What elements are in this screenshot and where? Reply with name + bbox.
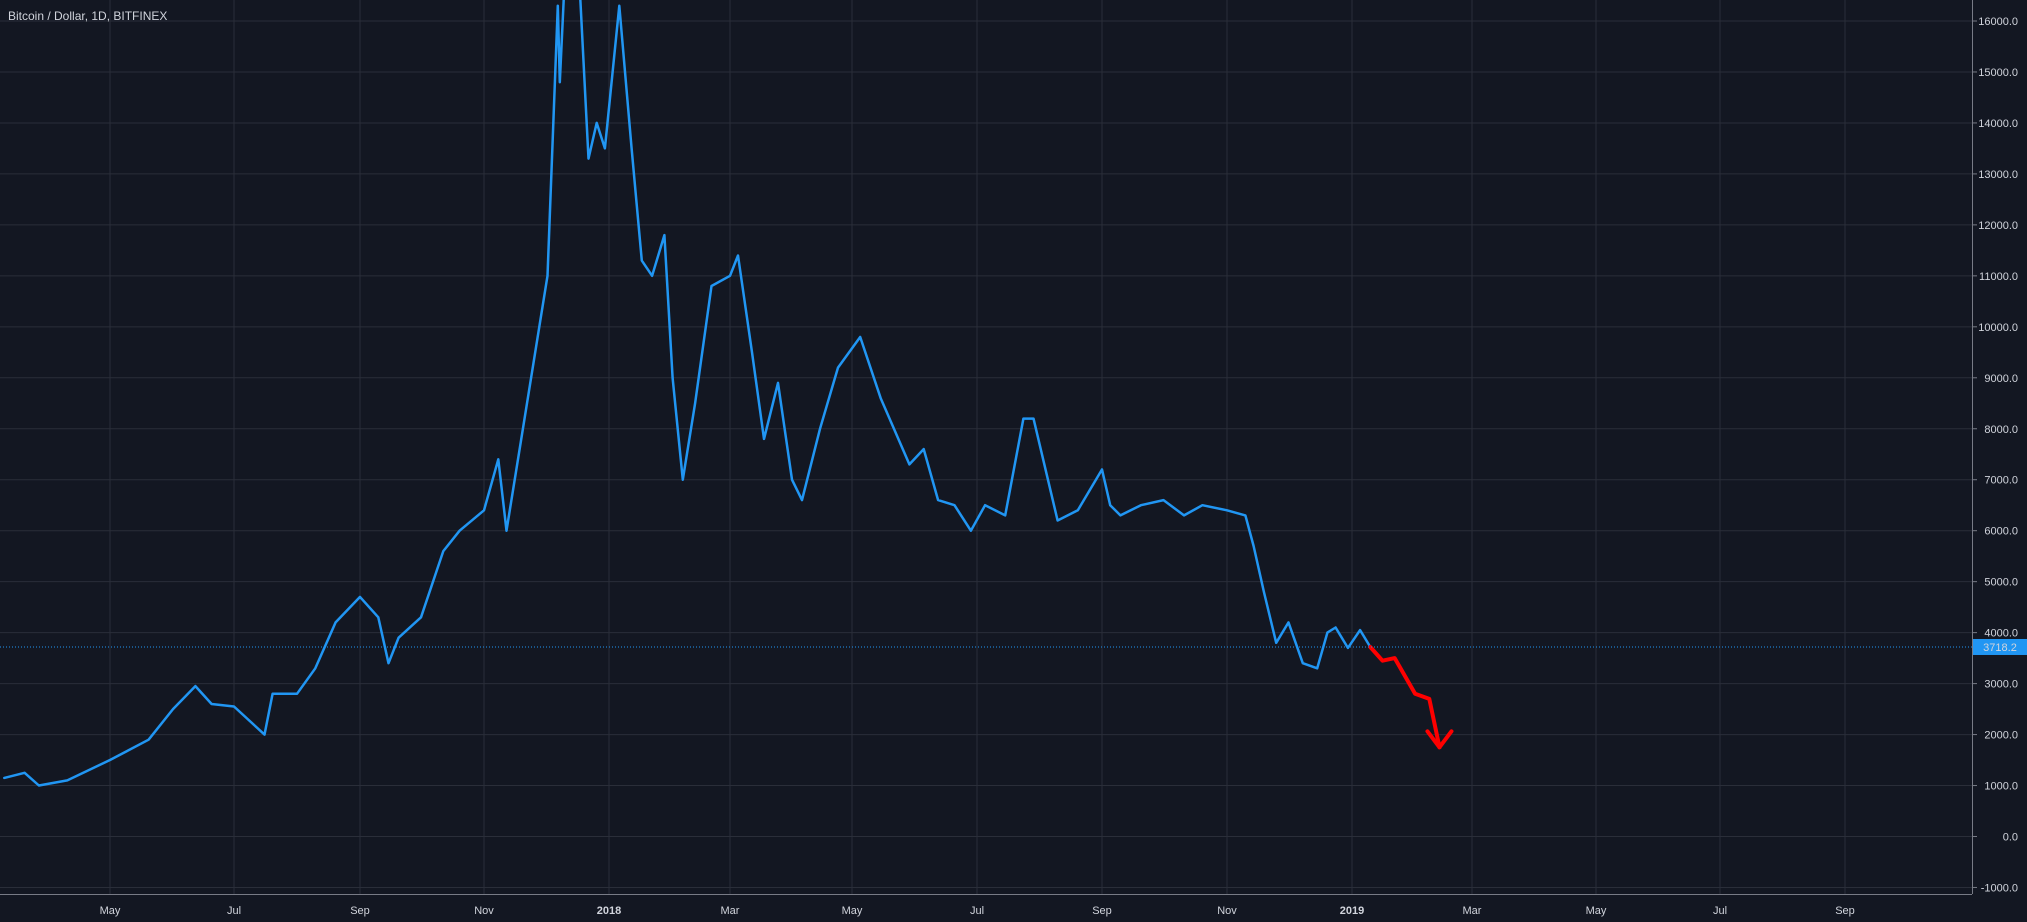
y-tick-label: 3000.0 (1984, 679, 2018, 691)
current-price-label: 3718.2 (1983, 642, 2017, 654)
y-tick-label: 9000.0 (1984, 373, 2018, 385)
x-tick-label: Sep (1835, 905, 1855, 917)
x-tick-label: Sep (350, 905, 370, 917)
y-tick-label: 15000.0 (1978, 67, 2018, 79)
x-tick-label: Nov (1217, 905, 1237, 917)
grid-layer (0, 0, 1972, 894)
y-tick-label: -1000.0 (1981, 882, 2018, 894)
price-series-line (3, 0, 1372, 787)
forecast-arrow-line (1368, 645, 1442, 750)
current-price-badge (1973, 638, 2027, 655)
y-tick-label: 16000.0 (1978, 16, 2018, 28)
y-tick-label: 2000.0 (1984, 730, 2018, 742)
y-tick-label: 14000.0 (1978, 118, 2018, 130)
y-tick-label: 11000.0 (1979, 271, 2018, 283)
x-tick-label: May (842, 905, 863, 917)
x-tick-label: 2018 (597, 905, 621, 917)
y-tick-label: 5000.0 (1984, 577, 2018, 589)
x-tick-label: Mar (721, 905, 740, 917)
x-tick-label: Jul (227, 905, 241, 917)
x-tick-label: Jul (970, 905, 984, 917)
x-tick-label: Jul (1713, 905, 1727, 917)
series-layer (3, 0, 1372, 787)
y-tick-label: 1000.0 (1984, 781, 2018, 793)
y-tick-label: 13000.0 (1978, 169, 2018, 181)
chart-title: Bitcoin / Dollar, 1D, BITFINEX (8, 9, 167, 23)
y-tick-label: 12000.0 (1978, 220, 2018, 232)
x-tick-label: May (1586, 905, 1607, 917)
x-tick-label: Sep (1092, 905, 1112, 917)
x-tick-label: 2019 (1340, 905, 1364, 917)
annotation-layer (1368, 645, 1454, 750)
y-tick-label: 0.0 (2003, 832, 2018, 844)
x-tick-label: Mar (1463, 905, 1482, 917)
forecast-arrow-head (1425, 729, 1454, 750)
x-tick-label: Nov (474, 905, 494, 917)
y-tick-label: 6000.0 (1984, 526, 2018, 538)
y-tick-label: 8000.0 (1984, 424, 2018, 436)
y-tick-label: 10000.0 (1978, 322, 2018, 334)
y-tick-label: 4000.0 (1984, 628, 2018, 640)
x-tick-label: May (100, 905, 121, 917)
y-tick-label: 7000.0 (1984, 475, 2018, 487)
